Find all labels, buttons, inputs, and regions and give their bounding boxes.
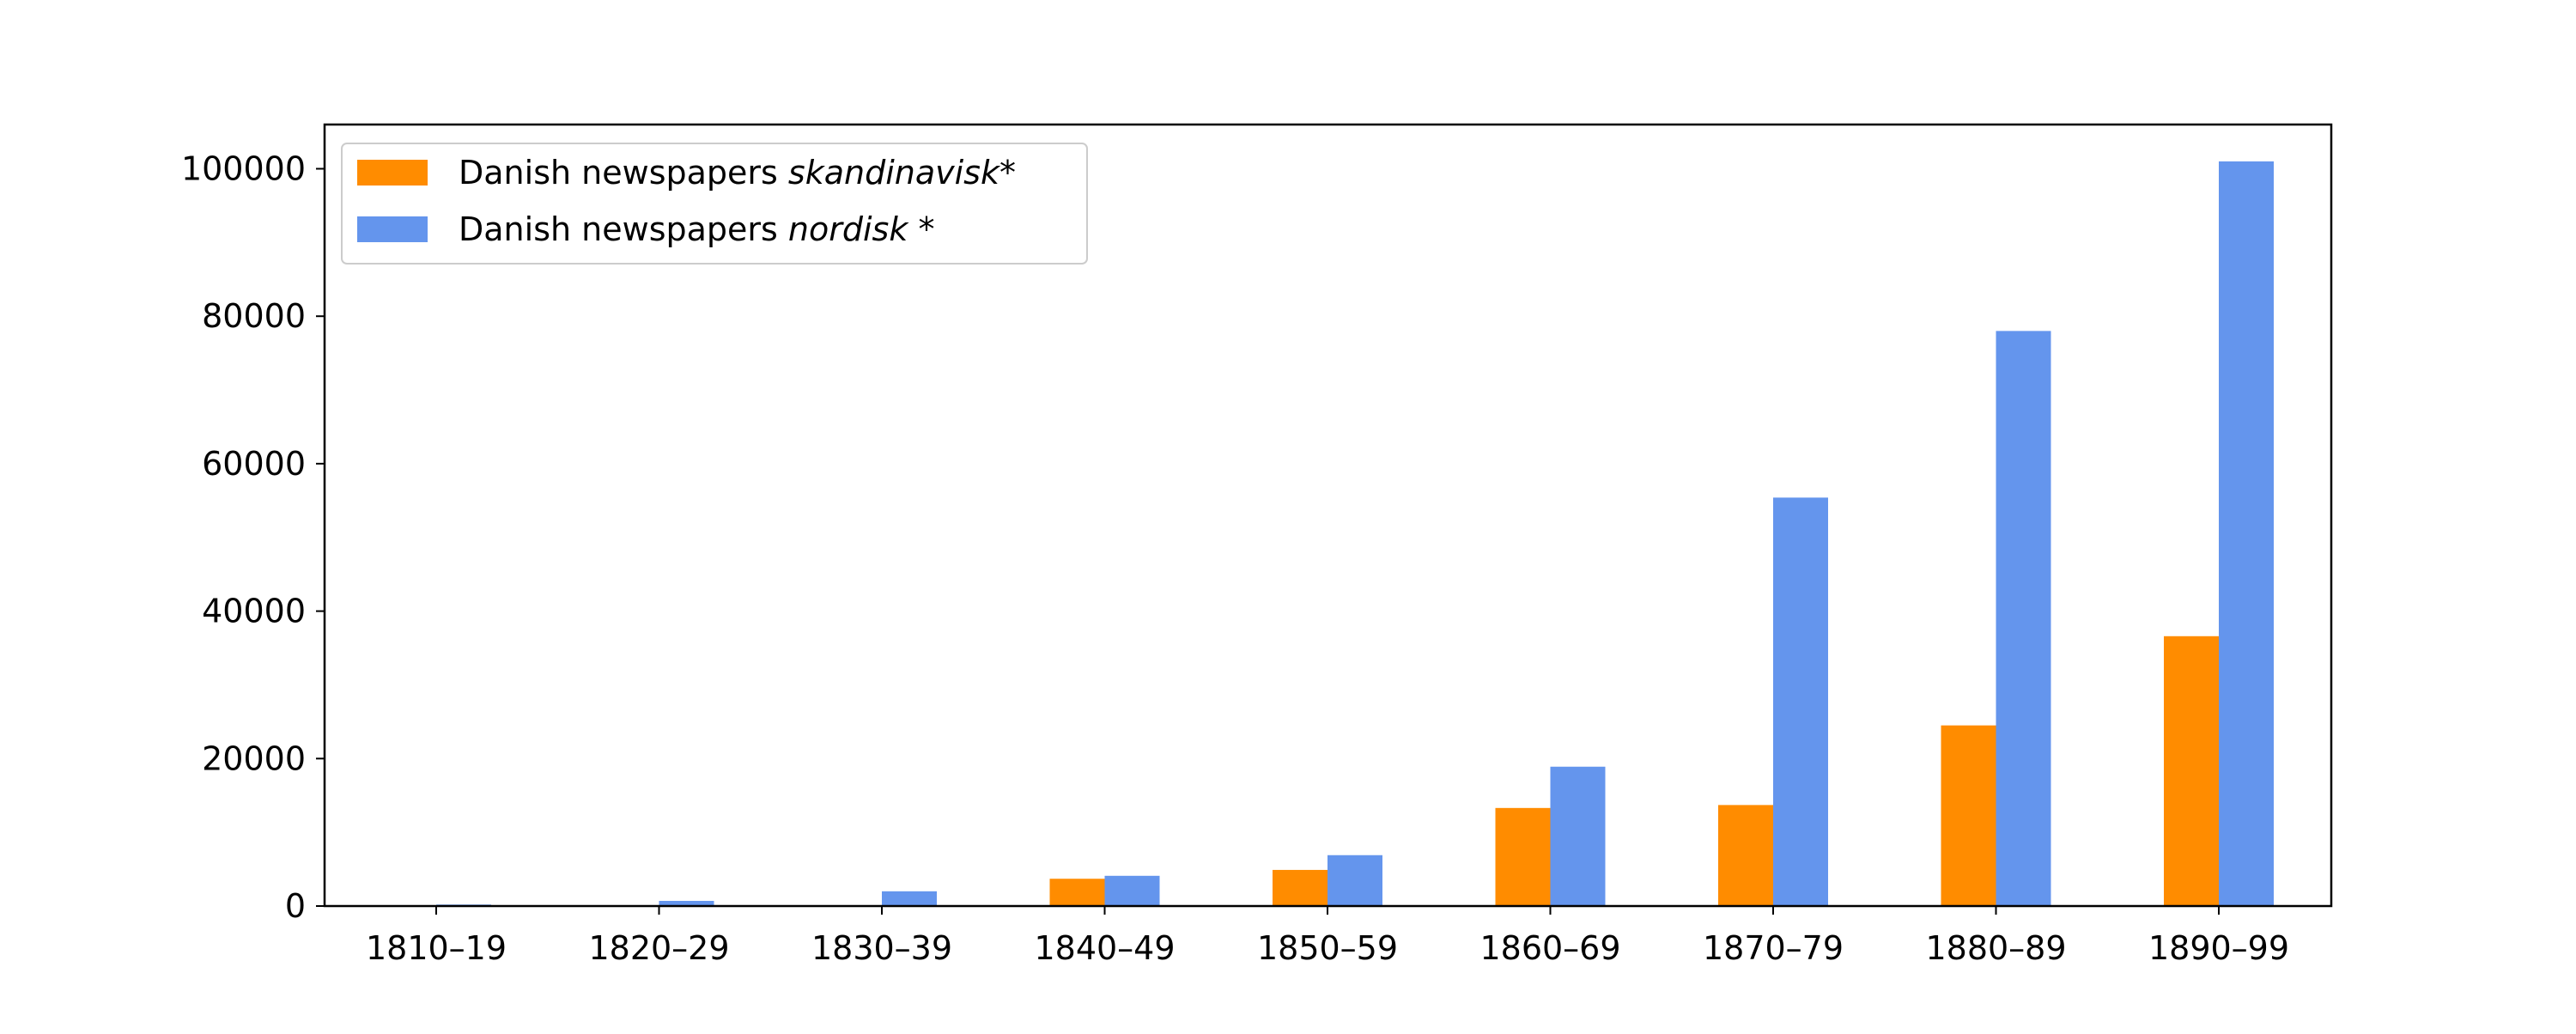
bar-nordisk-4 xyxy=(1327,855,1382,906)
x-tick-label-2: 1830–39 xyxy=(811,929,952,967)
bar-nordisk-1 xyxy=(659,900,714,906)
bar-skandinavisk-8 xyxy=(2164,636,2219,906)
legend-swatch-1 xyxy=(357,216,428,242)
x-tick-label-4: 1850–59 xyxy=(1257,929,1398,967)
x-tick-label-6: 1870–79 xyxy=(1703,929,1844,967)
y-tick-label-4: 80000 xyxy=(202,297,306,335)
bar-skandinavisk-4 xyxy=(1273,869,1327,906)
x-tick-label-8: 1890–99 xyxy=(2148,929,2289,967)
legend-label-0: Danish newspapers skandinavisk* xyxy=(459,154,1016,192)
bar-skandinavisk-3 xyxy=(1049,879,1105,906)
bar-skandinavisk-6 xyxy=(1718,805,1773,906)
bar-nordisk-8 xyxy=(2219,161,2274,906)
legend-label-1: Danish newspapers nordisk * xyxy=(459,210,934,248)
x-tick-label-3: 1840–49 xyxy=(1034,929,1175,967)
bar-nordisk-5 xyxy=(1550,766,1606,906)
bar-skandinavisk-7 xyxy=(1941,725,1996,906)
y-tick-label-3: 60000 xyxy=(202,445,306,483)
bar-nordisk-7 xyxy=(1996,331,2051,907)
bar-skandinavisk-5 xyxy=(1495,807,1551,906)
y-tick-label-5: 100000 xyxy=(181,150,306,188)
y-tick-label-2: 40000 xyxy=(202,593,306,630)
legend: Danish newspapers skandinavisk* Danish ne… xyxy=(341,143,1088,265)
bars-layer xyxy=(436,161,2274,907)
y-tick-label-0: 0 xyxy=(285,887,306,925)
x-tick-label-7: 1880–89 xyxy=(1925,929,2066,967)
x-tick-label-5: 1860–69 xyxy=(1479,929,1620,967)
ticks-layer: 1810–19 1820–29 1830–39 1840–49 1850–59 1860–… xyxy=(181,150,2289,967)
plot-frame xyxy=(323,123,2333,908)
bar-nordisk-3 xyxy=(1104,875,1160,906)
bar-nordisk-6 xyxy=(1773,497,1828,906)
x-tick-label-1: 1820–29 xyxy=(588,929,729,967)
legend-box xyxy=(341,143,1088,265)
bar-nordisk-2 xyxy=(882,891,937,906)
y-tick-label-1: 20000 xyxy=(202,739,306,777)
legend-swatch-0 xyxy=(357,160,428,186)
x-tick-label-0: 1810–19 xyxy=(366,929,507,967)
